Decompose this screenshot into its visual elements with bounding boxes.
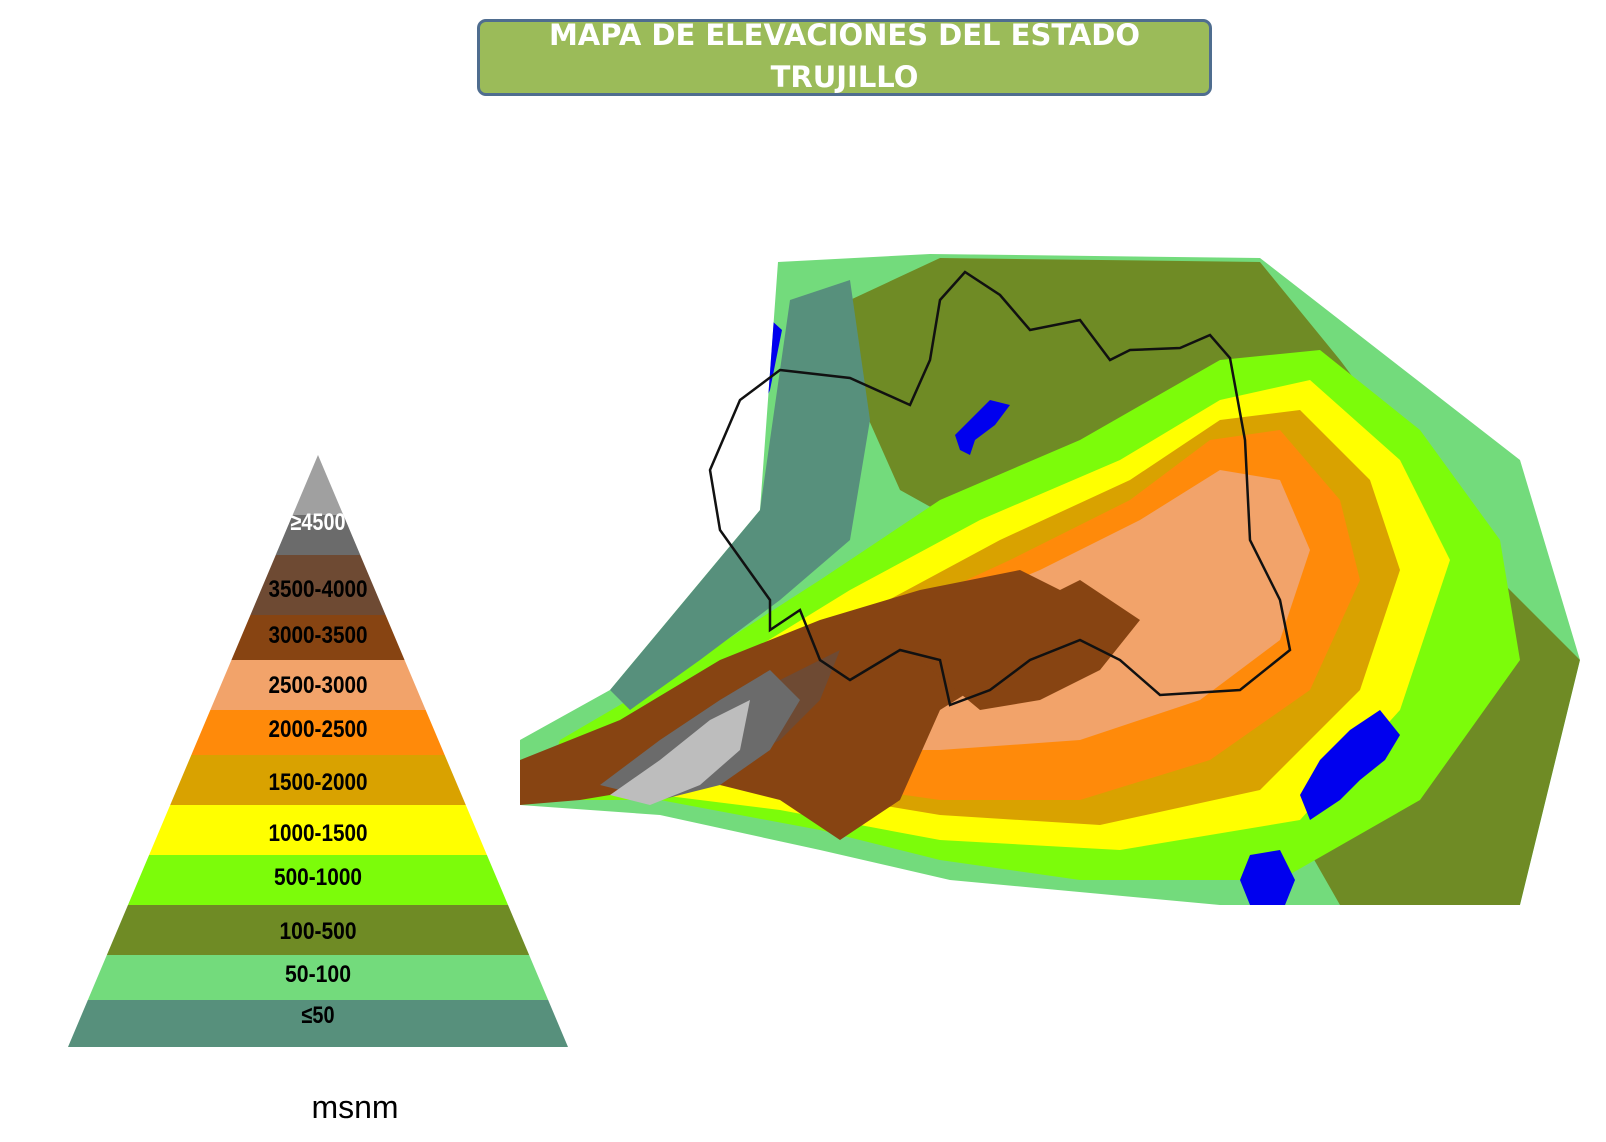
ridge-brown-2: [920, 580, 1140, 710]
legend-band-9: [87, 955, 549, 1000]
legend-band-2: [231, 615, 405, 660]
legend-pyramid: ≥4500 3500-4000 3000-3500 2500-3000 2000-250…: [68, 455, 568, 1047]
legend-label-9: 50-100: [285, 961, 351, 988]
legend-label-0: ≥4500: [291, 509, 346, 536]
legend-label-7: 500-1000: [274, 864, 362, 891]
legend-label-3: 2500-3000: [269, 672, 368, 699]
lowland-teal: [610, 280, 870, 710]
reservoir-southeast: [1240, 850, 1295, 905]
legend-label-1: 3500-4000: [269, 576, 368, 603]
legend-band-0-lower: [275, 515, 361, 555]
elevation-map: [520, 254, 1580, 905]
legend-label-5: 1500-2000: [269, 769, 368, 796]
legend-band-7: [127, 855, 509, 905]
state-border: [708, 270, 1292, 707]
map-title: MAPA DE ELEVACIONES DEL ESTADO TRUJILLO: [477, 19, 1212, 96]
legend-band-1: [250, 555, 386, 615]
legend-band-6: [149, 805, 487, 855]
map-title-line-1: MAPA DE ELEVACIONES DEL ESTADO: [548, 19, 1141, 52]
legend-band-5: [170, 755, 466, 805]
legend-band-8: [106, 905, 530, 955]
map-title-line-2: TRUJILLO: [770, 60, 919, 94]
legend-label-8: 100-500: [280, 918, 357, 945]
lake-center: [955, 400, 1010, 455]
legend-label-4: 2000-2500: [269, 716, 368, 743]
legend-label-6: 1000-1500: [269, 820, 368, 847]
peaks-light-grey: [610, 700, 750, 805]
reservoir-east: [1300, 710, 1400, 820]
legend-band-4: [191, 710, 445, 755]
legend-label-2: 3000-3500: [269, 622, 368, 649]
legend-band-10: [68, 1000, 568, 1047]
legend-unit: msnm: [311, 1089, 399, 1125]
legend-label-10: ≤50: [302, 1002, 335, 1029]
legend-band-3: [210, 660, 426, 710]
